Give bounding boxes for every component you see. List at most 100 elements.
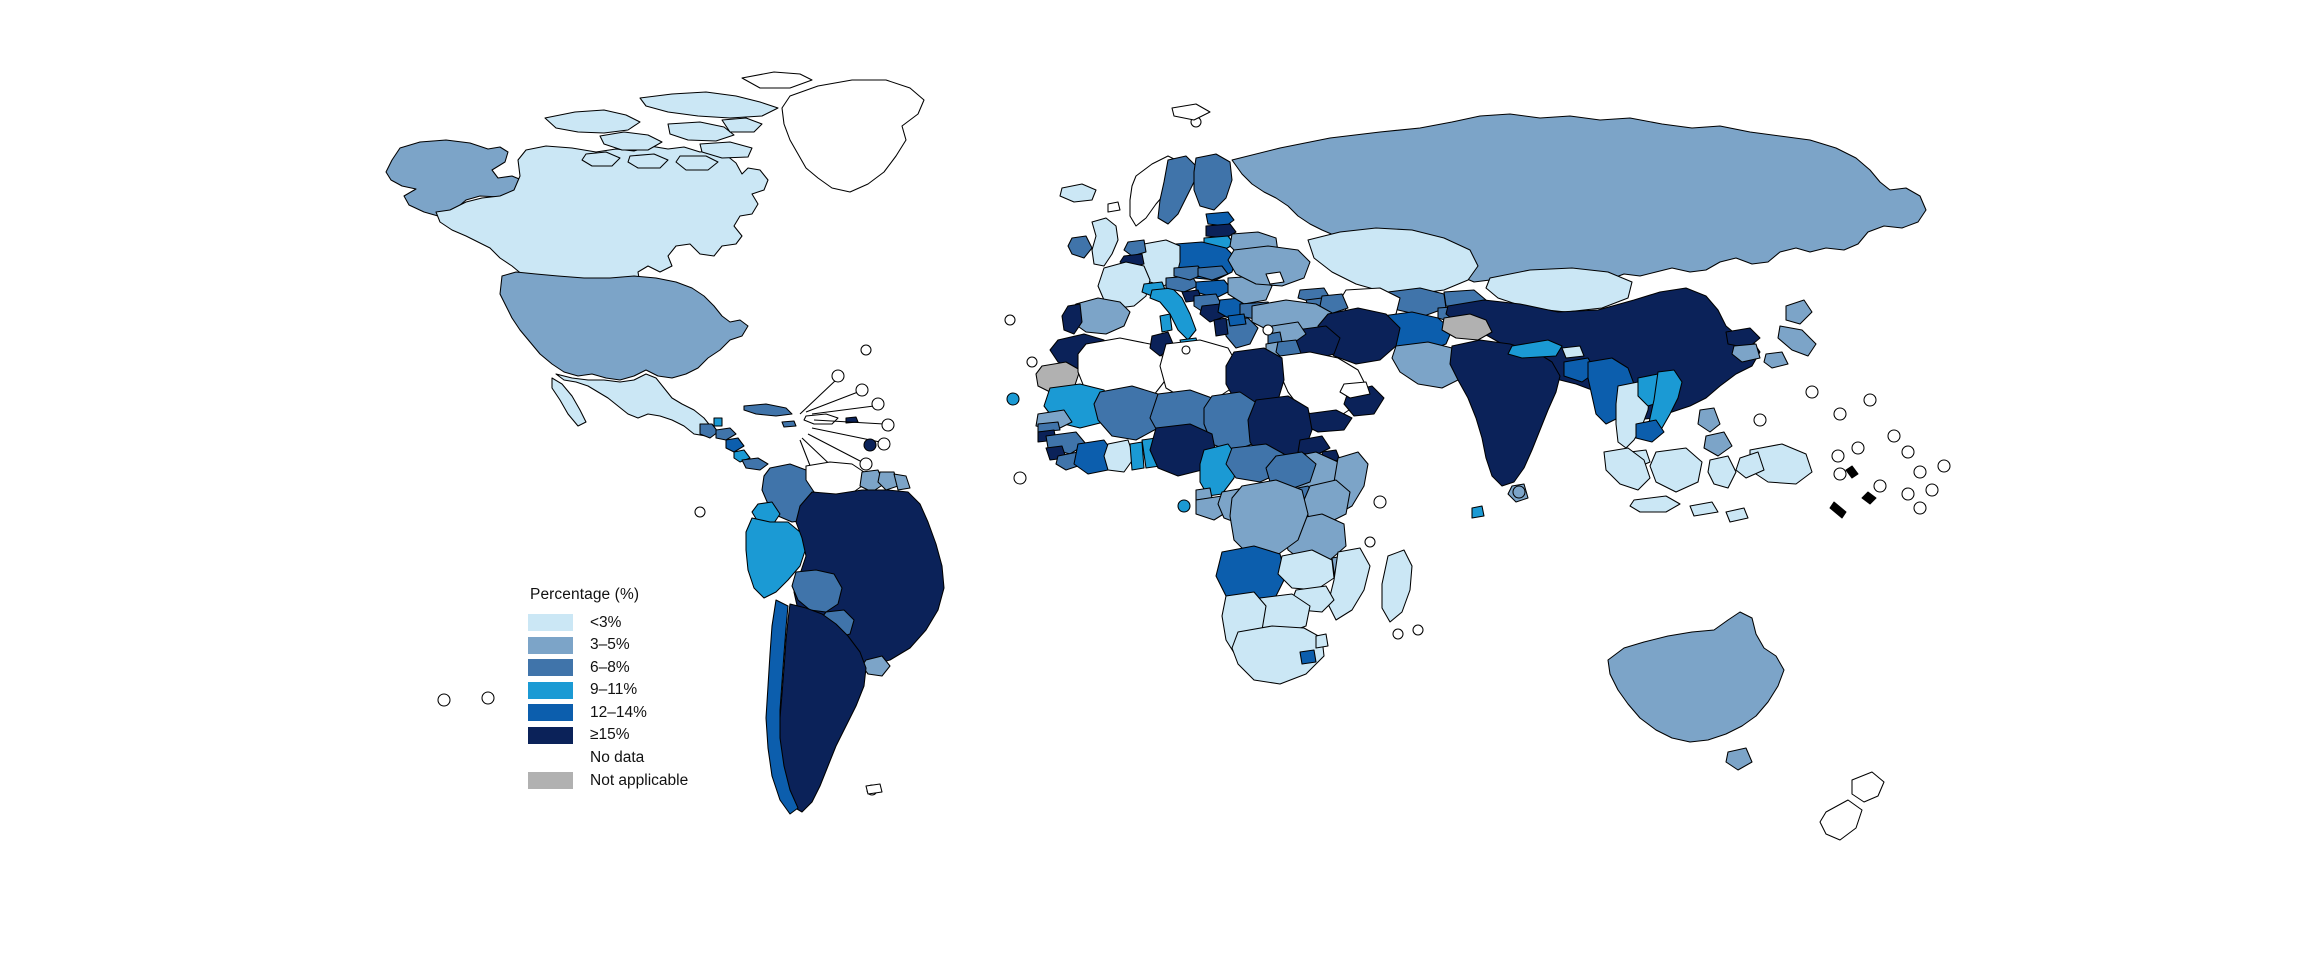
country-greenland-strip (741, 71, 813, 89)
region-africa (1006, 331, 1424, 685)
region-south-america (745, 461, 945, 815)
island-kiribati (1887, 429, 1901, 443)
country-indonesia-islands (1689, 501, 1719, 517)
country-indonesia-borneo (1649, 447, 1703, 493)
legend-label-ge15: ≥15% (590, 726, 630, 744)
island-mauritius (1412, 624, 1424, 636)
legend-swatch-no-data (528, 749, 573, 767)
legend-label-3-5: 3–5% (590, 636, 630, 654)
country-japan (1785, 299, 1813, 325)
country-canada-arctic-2 (639, 91, 779, 119)
country-latvia (1205, 223, 1237, 239)
country-uae (1339, 381, 1371, 399)
country-ireland (1067, 235, 1093, 259)
country-philippines (1697, 407, 1721, 433)
country-north-macedonia (1227, 313, 1247, 327)
country-canada (435, 145, 769, 297)
country-indonesia-sumatra (1603, 447, 1651, 491)
country-canada-arctic-6 (581, 151, 621, 167)
legend-item-not-applicable[interactable]: Not applicable (528, 771, 828, 790)
country-belize (713, 417, 723, 427)
island-sri-lanka-dot (1512, 485, 1526, 499)
country-lesotho (1299, 649, 1317, 665)
country-sardinia (1159, 313, 1173, 333)
country-japan-honshu (1777, 325, 1817, 357)
legend-item-lt3[interactable]: <3% (528, 613, 828, 632)
country-new-zealand-north (1851, 771, 1885, 803)
island-cabo-verde (1006, 392, 1020, 406)
island-vanuatu (1833, 467, 1847, 481)
country-indonesia-java (1629, 495, 1681, 513)
country-bolivia (791, 569, 843, 613)
region-north-america (385, 71, 925, 471)
country-tasmania (1725, 747, 1753, 771)
legend-swatch-ge15 (528, 726, 573, 744)
country-papua-west (1735, 451, 1765, 479)
country-jammu-kashmir (1441, 313, 1493, 341)
island-azores (1004, 314, 1016, 326)
legend-swatch-3-5 (528, 636, 573, 654)
island-fiji (1873, 479, 1887, 493)
region-asia (1375, 287, 1817, 519)
country-peru (745, 517, 807, 599)
legend-item-no-data[interactable]: No data (528, 749, 828, 768)
island-vanuatu-shape (1845, 465, 1859, 479)
island-comoros (1364, 536, 1376, 548)
country-gambia (1037, 421, 1061, 433)
country-togo (1129, 441, 1145, 471)
legend-item-6-8[interactable]: 6–8% (528, 658, 828, 677)
island-new-caledonia (1829, 501, 1847, 519)
island-cook (1925, 483, 1939, 497)
country-guatemala (699, 423, 719, 439)
island-solomon (1831, 449, 1845, 463)
country-canada-arctic-7 (627, 153, 669, 169)
country-mongolia (1485, 267, 1633, 313)
country-guyana (859, 469, 885, 493)
country-indonesia-sulawesi (1707, 455, 1737, 489)
legend-label-6-8: 6–8% (590, 658, 630, 676)
legend-swatch-12-14 (528, 704, 573, 722)
country-argentina (779, 603, 867, 813)
country-portugal (1061, 303, 1083, 335)
island-fiji-shape (1861, 491, 1877, 505)
legend-title: Percentage (%) (530, 586, 640, 603)
legend-item-3-5[interactable]: 3–5% (528, 636, 828, 655)
country-nicaragua (725, 437, 745, 453)
country-canada-arctic-1 (544, 109, 641, 134)
country-panama (741, 457, 769, 471)
legend-item-9-11[interactable]: 9–11% (528, 681, 828, 700)
country-eswatini (1315, 633, 1329, 649)
country-sweden (1157, 155, 1197, 225)
legend-label-no-data: No data (590, 749, 645, 767)
country-cambodia (1635, 419, 1665, 443)
legend-swatch-not-applicable (528, 772, 573, 790)
country-dprk (1725, 327, 1761, 349)
legend-item-12-14[interactable]: 12–14% (528, 703, 828, 722)
country-zambia (1277, 549, 1335, 591)
country-canada-arctic-5 (699, 141, 753, 159)
country-philippines-2 (1703, 431, 1733, 457)
country-united-states (499, 271, 749, 381)
country-kazakhstan (1307, 227, 1479, 295)
country-slovakia (1197, 265, 1229, 281)
island-svalbard-shape (1171, 103, 1211, 121)
country-baja-california (551, 377, 587, 427)
island-reunion (1392, 628, 1404, 640)
legend-label-12-14: 12–14% (590, 703, 647, 721)
island-seychelles (1373, 495, 1387, 509)
island-nauru (1851, 441, 1865, 455)
country-moldova (1265, 271, 1285, 285)
country-canada-arctic-8 (675, 155, 719, 171)
country-chile (765, 599, 799, 815)
country-canada-arctic-4 (667, 121, 735, 142)
misc-islands (694, 103, 1526, 796)
country-south-africa (1231, 625, 1325, 685)
island-galapagos (694, 506, 706, 518)
region-oceania (1603, 385, 1951, 841)
island-falkland-shape (865, 783, 883, 795)
legend-item-ge15[interactable]: ≥15% (528, 726, 828, 745)
country-czechia (1173, 265, 1205, 281)
country-united-kingdom (1091, 217, 1119, 267)
